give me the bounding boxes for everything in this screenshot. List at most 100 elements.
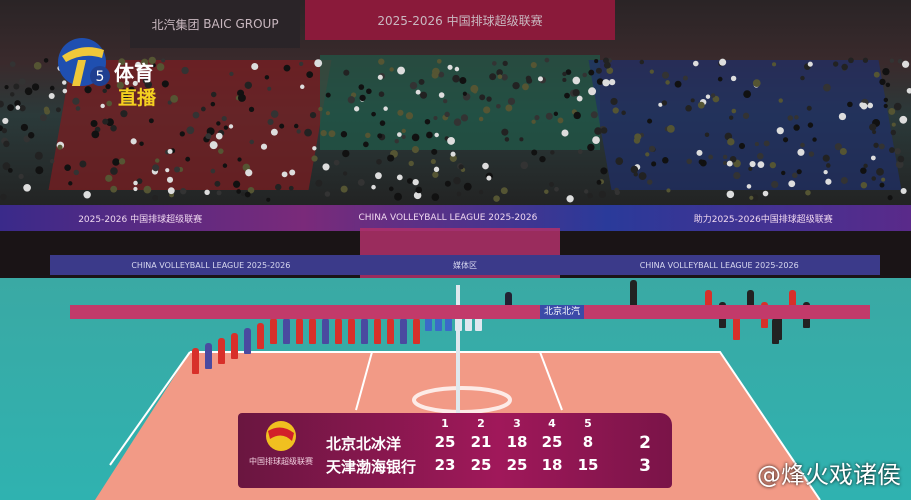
banner-text-en: CHINA VOLLEYBALL LEAGUE 2025-2026 xyxy=(131,260,291,270)
spectator xyxy=(883,103,888,109)
spectator xyxy=(674,80,682,88)
spectator xyxy=(562,71,567,77)
spectator xyxy=(782,137,789,143)
spectator xyxy=(762,190,769,197)
spectator xyxy=(112,158,120,166)
set-score: 25 xyxy=(470,456,492,474)
spectator xyxy=(359,94,366,102)
spectator xyxy=(84,86,92,94)
spectator xyxy=(378,58,385,65)
spectator xyxy=(379,120,386,126)
spectator xyxy=(577,149,583,155)
spectator xyxy=(594,127,602,135)
spectator xyxy=(281,171,288,178)
set-score: 18 xyxy=(506,433,528,451)
spectator xyxy=(823,169,828,175)
spectator xyxy=(661,71,670,79)
boundary-line xyxy=(109,351,191,466)
spectator xyxy=(698,159,704,165)
spectator xyxy=(444,111,450,118)
spectator xyxy=(143,185,152,194)
spectator xyxy=(152,164,160,172)
spectator xyxy=(705,94,711,99)
spectator xyxy=(834,143,842,151)
spectator xyxy=(55,107,61,113)
set-score: 25 xyxy=(434,433,456,451)
spectator xyxy=(296,129,301,134)
spectator xyxy=(443,98,448,104)
spectator xyxy=(749,160,756,168)
spectator xyxy=(415,186,423,194)
spectator xyxy=(690,98,695,103)
spectator xyxy=(306,71,314,79)
spectator xyxy=(181,66,189,75)
spectator xyxy=(482,162,489,170)
spectator xyxy=(135,61,142,68)
set-header: 1 xyxy=(441,417,449,430)
spectator xyxy=(456,191,462,197)
boundary-line xyxy=(190,351,821,500)
spectator xyxy=(520,161,529,170)
spectator xyxy=(722,154,728,160)
spectator xyxy=(893,102,902,111)
spectator xyxy=(492,61,497,66)
spectator xyxy=(418,78,425,85)
spectator xyxy=(860,181,868,189)
spectator xyxy=(186,126,195,135)
set-score: 25 xyxy=(506,456,528,474)
spectator xyxy=(596,179,602,185)
spectator xyxy=(27,132,35,139)
spectator xyxy=(401,134,406,139)
spectator xyxy=(749,195,754,200)
spectator xyxy=(807,122,814,128)
spectator xyxy=(788,180,796,188)
spectator xyxy=(459,76,467,84)
spectator xyxy=(493,195,500,202)
spectator xyxy=(454,66,460,72)
spectator xyxy=(562,77,567,83)
spectator xyxy=(525,75,532,82)
player xyxy=(705,290,712,316)
spectator xyxy=(377,74,383,80)
spectator xyxy=(210,91,217,98)
spectator xyxy=(233,180,241,188)
spectator xyxy=(397,132,402,137)
player xyxy=(309,318,316,344)
spectator xyxy=(594,59,599,64)
set-score: 8 xyxy=(582,433,594,451)
spectator xyxy=(411,145,419,154)
spectator xyxy=(486,175,492,181)
spectator xyxy=(124,80,130,86)
spectator xyxy=(776,127,784,135)
spectator xyxy=(185,156,191,162)
spectator xyxy=(394,138,399,144)
spectator xyxy=(376,158,382,165)
spectator xyxy=(729,155,737,163)
sponsor-banner: 北汽集团 BAIC GROUP xyxy=(130,0,300,48)
player xyxy=(270,318,277,344)
spectator xyxy=(708,154,714,160)
spectator xyxy=(889,147,895,153)
spectator xyxy=(347,96,355,104)
spectator xyxy=(496,103,501,109)
spectator xyxy=(110,185,118,193)
spectator xyxy=(822,154,830,162)
spectator xyxy=(315,179,323,187)
spectator xyxy=(264,75,270,80)
spectator xyxy=(900,187,907,195)
player xyxy=(733,314,740,340)
spectator xyxy=(216,121,221,126)
spectator xyxy=(797,148,805,156)
league-logo: 中国排球超级联赛 xyxy=(246,419,316,483)
spectator xyxy=(696,149,703,156)
spectator xyxy=(0,193,7,201)
spectator xyxy=(151,63,156,68)
spectator xyxy=(592,136,600,144)
spectator xyxy=(275,183,282,191)
spectator xyxy=(479,94,486,101)
spectator xyxy=(883,97,889,103)
spectator xyxy=(885,82,891,88)
spectator xyxy=(587,143,595,152)
spectator xyxy=(415,89,421,95)
spectator xyxy=(141,58,149,66)
